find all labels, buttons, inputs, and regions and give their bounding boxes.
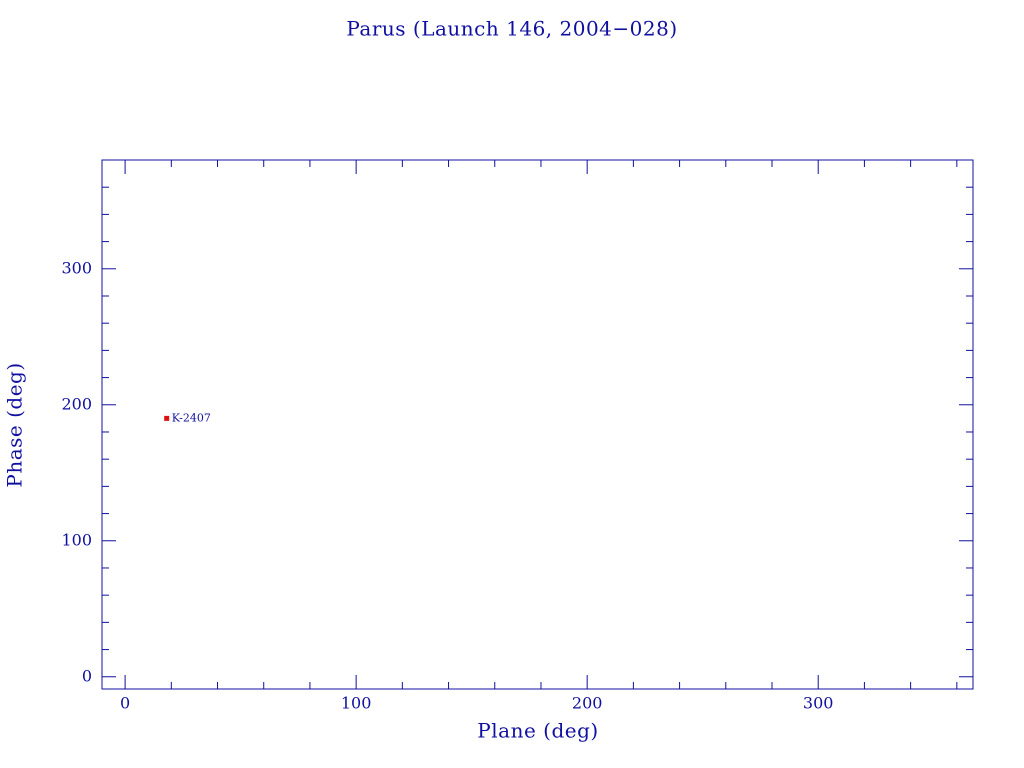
x-tick-label: 300 (803, 694, 834, 713)
y-tick-label: 100 (61, 530, 92, 549)
y-tick-label: 200 (61, 394, 92, 413)
chart-title: Parus (Launch 146, 2004−028) (346, 17, 677, 41)
x-tick-label: 100 (341, 694, 372, 713)
x-tick-label: 200 (572, 694, 603, 713)
point (164, 415, 170, 421)
point-label: K-2407 (172, 411, 211, 424)
plot-frame (101, 159, 974, 690)
y-axis-label: Phase (deg) (3, 362, 27, 487)
x-axis-label: Plane (deg) (477, 719, 598, 743)
y-tick-label: 300 (61, 258, 92, 277)
x-tick-label: 0 (120, 694, 130, 713)
y-tick-label: 0 (82, 666, 92, 685)
